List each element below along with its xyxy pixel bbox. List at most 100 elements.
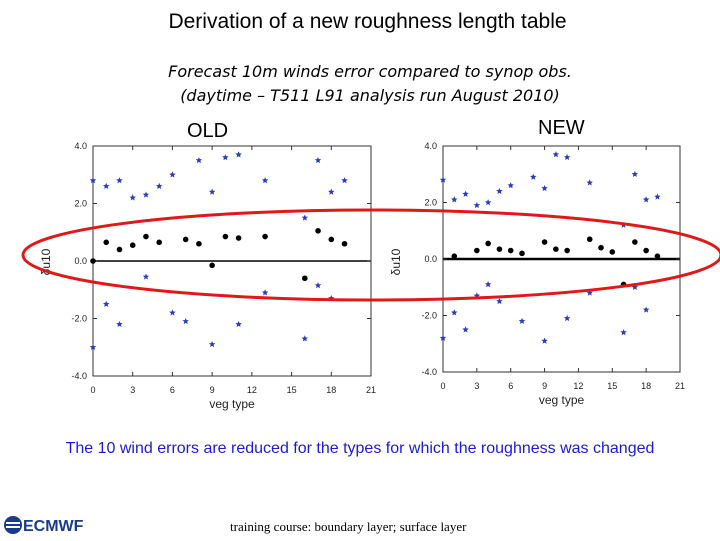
mean-error-dot — [129, 242, 136, 248]
mean-error-dot — [451, 253, 458, 259]
mean-error-dot — [341, 240, 348, 247]
spread-star-marker — [530, 173, 537, 180]
mean-error-dot — [485, 240, 491, 247]
x-tick-label: 6 — [508, 381, 513, 391]
mean-error-dot — [156, 239, 162, 246]
spread-star-marker — [631, 170, 639, 177]
spread-star-marker — [116, 177, 123, 184]
spread-star-marker — [439, 176, 447, 183]
spread-star-marker — [541, 337, 548, 344]
spread-star-marker — [496, 298, 503, 305]
x-tick-label: 3 — [474, 381, 479, 391]
spread-star-marker — [451, 196, 458, 203]
slide-title: Derivation of a new roughness length tab… — [168, 10, 567, 33]
x-tick-label: 3 — [130, 385, 135, 395]
mean-error-dot — [116, 246, 123, 253]
spread-star-marker — [518, 317, 526, 324]
spread-star-marker — [103, 300, 110, 307]
y-tick-label: 2.0 — [424, 198, 437, 208]
spread-star-marker — [169, 309, 176, 316]
x-axis-label: veg type — [539, 393, 585, 407]
spread-star-marker — [301, 214, 308, 221]
mean-error-dot — [90, 258, 96, 264]
x-tick-label: 12 — [573, 381, 583, 391]
spread-star-marker — [169, 171, 176, 178]
spread-star-marker — [462, 326, 469, 333]
spread-star-marker — [654, 193, 661, 200]
spread-star-marker — [314, 282, 322, 289]
spread-star-marker — [208, 341, 216, 348]
mean-error-dot — [209, 262, 215, 269]
spread-star-marker — [314, 157, 322, 164]
spread-star-marker — [552, 151, 560, 158]
spread-star-marker — [195, 157, 203, 164]
x-tick-label: 9 — [210, 385, 215, 395]
spread-star-marker — [89, 343, 97, 350]
mean-error-dot — [507, 247, 514, 254]
y-tick-label: -4.0 — [71, 371, 87, 381]
new-label: NEW — [538, 117, 585, 139]
ecmwf-logo: ECMWF — [2, 514, 94, 541]
x-tick-label: 21 — [675, 381, 685, 391]
mean-error-dot — [182, 236, 189, 243]
spread-star-marker — [301, 335, 308, 342]
spread-star-marker — [142, 191, 150, 198]
x-tick-label: 21 — [366, 385, 376, 395]
x-axis-label: veg type — [209, 397, 255, 411]
mean-error-dot — [302, 275, 308, 282]
y-tick-label: 4.0 — [424, 141, 437, 151]
subtitle-line-2: (daytime – T511 L91 analysis run August … — [180, 86, 560, 105]
mean-error-dot — [196, 240, 202, 247]
spread-star-marker — [484, 281, 492, 288]
spread-star-marker — [116, 320, 123, 327]
mean-error-dot — [553, 246, 559, 252]
highlight-ellipse — [21, 208, 720, 302]
mean-error-dot — [586, 236, 593, 243]
spread-star-marker — [642, 196, 650, 203]
mean-error-dot — [598, 244, 604, 251]
spread-star-marker — [89, 177, 97, 184]
y-tick-label: 0.0 — [74, 256, 87, 266]
mean-error-dot — [643, 247, 649, 254]
mean-error-dot — [222, 233, 229, 240]
mean-error-dot — [609, 249, 616, 255]
y-tick-label: 0.0 — [424, 254, 437, 264]
spread-star-marker — [462, 190, 469, 197]
spread-star-marker — [142, 273, 150, 280]
spread-star-marker — [235, 151, 242, 158]
spread-star-marker — [129, 194, 136, 201]
y-axis-label: δu10 — [389, 248, 403, 275]
old-label: OLD — [187, 120, 229, 142]
mean-error-dot — [496, 246, 503, 252]
footer-text: training course: boundary layer; surface… — [230, 519, 467, 534]
spread-star-marker — [261, 289, 269, 296]
ecmwf-logo-icon: ECMWF — [4, 516, 84, 535]
mean-error-dot — [103, 239, 110, 246]
spread-star-marker — [156, 182, 163, 189]
x-tick-label: 0 — [90, 385, 95, 395]
spread-star-marker — [222, 154, 229, 161]
mean-error-dot — [632, 239, 638, 245]
new-scatter-plot: 0 3 6 9 12 15 18 21 -4.0 -2.0 0.0 2.0 4.0 veg type δu1… — [389, 141, 685, 407]
spread-star-marker — [642, 306, 650, 313]
spread-star-marker — [341, 177, 348, 184]
x-tick-label: 12 — [247, 385, 257, 395]
spread-star-marker — [182, 318, 189, 325]
subtitle-line-1: Forecast 10m winds error compared to syn… — [168, 62, 572, 81]
spread-star-marker — [208, 188, 216, 195]
x-tick-label: 0 — [440, 381, 445, 391]
mean-error-dot — [315, 228, 321, 234]
mean-error-dot — [519, 250, 525, 257]
conclusion-text: The 10 wind errors are reduced for the t… — [65, 440, 655, 457]
spread-star-marker — [541, 185, 548, 192]
mean-error-dot — [328, 236, 335, 243]
spread-star-marker — [439, 334, 447, 341]
spread-star-marker — [507, 182, 514, 189]
spread-star-marker — [586, 289, 593, 296]
x-tick-label: 9 — [542, 381, 547, 391]
spread-star-marker — [496, 187, 503, 194]
spread-star-marker — [586, 179, 593, 186]
spread-star-marker — [451, 309, 458, 316]
spread-star-marker — [261, 177, 269, 184]
